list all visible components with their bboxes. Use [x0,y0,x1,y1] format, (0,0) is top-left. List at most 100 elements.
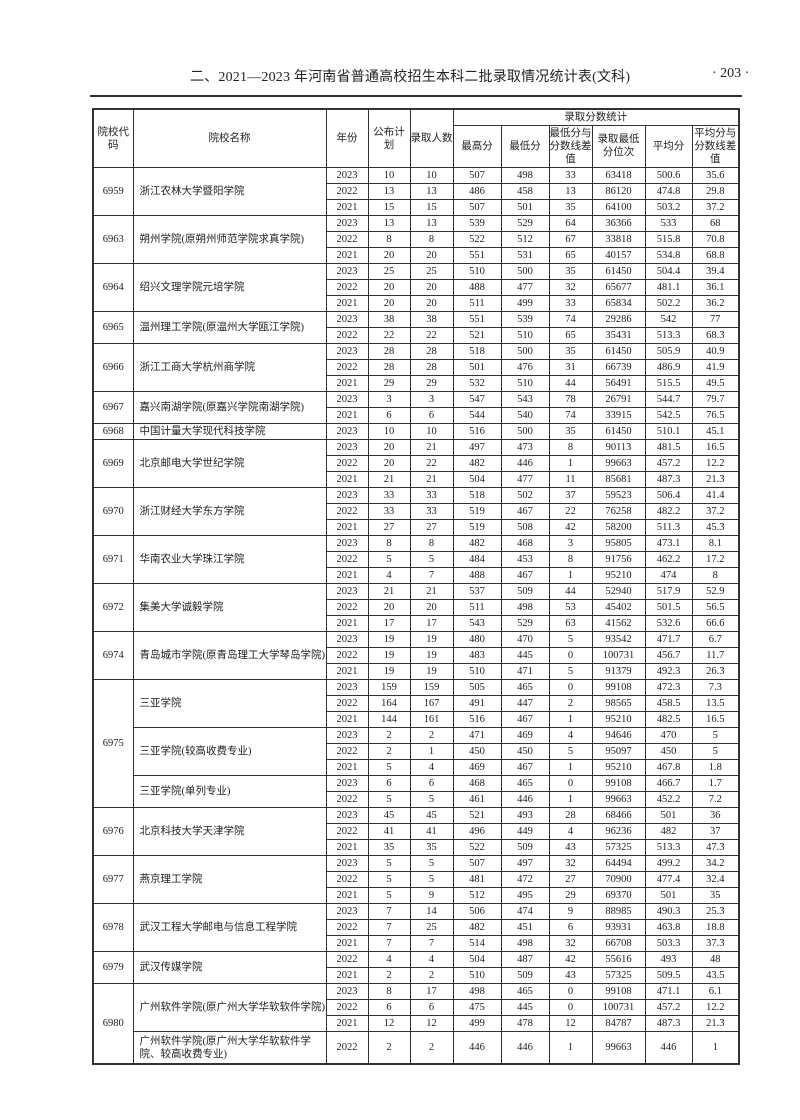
plan-cell: 5 [367,855,411,872]
max-score-cell: 519 [452,519,502,536]
min-score-cell: 498 [500,167,550,184]
admitted-cell: 12 [409,1015,454,1032]
plan-cell: 8 [367,231,411,248]
min-diff-cell: 63 [548,615,593,632]
min-rank-cell: 29286 [591,311,646,328]
max-score-cell: 510 [452,263,502,280]
school-code: 6965 [92,311,134,344]
school-name: 浙江财经大学东方学院 [132,487,327,536]
school-name: 三亚学院(较高收费专业) [132,727,327,776]
school-name: 青岛城市学院(原青岛理工大学琴岛学院) [132,631,327,680]
avg-score-cell: 472.3 [644,679,693,696]
avg-diff-cell: 12.2 [691,455,740,472]
school-name: 北京科技大学天津学院 [132,807,327,856]
table-row: 6979 武汉传媒学院 2022 4 4 504 487 42 55616 493 48 [92,951,740,984]
year-cell: 2022 [325,231,369,248]
plan-cell: 45 [367,807,411,824]
school-name: 武汉工程大学邮电与信息工程学院 [132,903,327,952]
year-cell: 2022 [325,1031,369,1065]
max-score-cell: 516 [452,711,502,728]
min-score-cell: 465 [500,679,550,696]
avg-diff-cell: 16.5 [691,711,740,728]
min-score-cell: 510 [500,327,550,344]
page-title: 二、2021—2023 年河南省普通高校招生本科二批录取情况统计表(文科) [190,70,631,85]
min-score-cell: 445 [500,999,550,1016]
avg-diff-cell: 43.5 [691,967,740,984]
min-diff-cell: 43 [548,967,593,984]
max-score-cell: 496 [452,823,502,840]
avg-diff-cell: 6.1 [691,983,740,1000]
school-code: 6978 [92,903,134,952]
avg-score-cell: 501.5 [644,599,693,616]
plan-cell: 6 [367,407,411,424]
table-row: 2021 144 161 516 467 1 95210 482.5 16.5 [93,711,740,728]
min-score-cell: 498 [500,599,550,616]
school-name: 广州软件学院(原广州大学华软软件学院) [132,983,327,1032]
admitted-cell: 6 [409,999,454,1016]
year-cell: 2022 [325,823,369,840]
min-diff-cell: 35 [548,423,593,440]
min-rank-cell: 90113 [591,439,646,456]
year-cell: 2023 [325,983,369,1000]
header-avg-diff: 平均分与分数线差值 [691,124,740,169]
avg-score-cell: 500.6 [644,167,693,184]
year-cell: 2023 [325,855,369,872]
plan-cell: 33 [367,503,411,520]
year-cell: 2022 [325,999,369,1016]
min-diff-cell: 5 [548,631,593,648]
year-cell: 2021 [325,407,369,424]
max-score-cell: 537 [452,583,502,600]
min-diff-cell: 1 [548,1031,593,1065]
header-avg: 平均分 [644,124,693,169]
avg-diff-cell: 36 [691,807,740,824]
admitted-cell: 3 [409,391,454,408]
admitted-cell: 167 [409,695,454,712]
avg-diff-cell: 49.5 [691,375,740,392]
year-cell: 2023 [325,679,369,696]
min-rank-cell: 98565 [591,695,646,712]
admitted-cell: 5 [409,871,454,888]
year-cell: 2022 [325,359,369,376]
year-cell: 2023 [325,727,369,744]
table-body: 6959 浙江农林大学暨阳学院 2023 10 10 507 498 33 63418 500.6… [92,167,740,1065]
year-cell: 2023 [325,343,369,360]
avg-diff-cell: 68.8 [691,247,740,264]
min-rank-cell: 41562 [591,615,646,632]
school-code: 6972 [92,583,134,632]
plan-cell: 144 [367,711,411,728]
min-score-cell: 467 [500,711,550,728]
table-row: 2021 35 35 522 509 43 57325 513.3 47.3 [93,839,740,856]
plan-cell: 10 [367,423,411,440]
admitted-cell: 33 [409,503,454,520]
year-cell: 2021 [325,295,369,312]
avg-diff-cell: 34.2 [691,855,740,872]
avg-diff-cell: 1.7 [691,775,740,792]
avg-score-cell: 471.7 [644,631,693,648]
avg-diff-cell: 21.3 [691,471,740,488]
avg-diff-cell: 41.4 [691,487,740,504]
min-score-cell: 445 [500,647,550,664]
min-rank-cell: 36366 [591,215,646,232]
avg-diff-cell: 11.7 [691,647,740,664]
school-name: 北京邮电大学世纪学院 [132,439,327,488]
year-cell: 2021 [325,567,369,584]
avg-score-cell: 517.9 [644,583,693,600]
min-diff-cell: 65 [548,247,593,264]
min-rank-cell: 57325 [591,839,646,856]
table-row: 2022 2 1 450 450 5 95097 450 5 [93,743,740,760]
min-rank-cell: 99108 [591,983,646,1000]
avg-diff-cell: 7.3 [691,679,740,696]
min-score-cell: 495 [500,887,550,904]
year-cell: 2022 [325,951,369,968]
min-rank-cell: 35431 [591,327,646,344]
plan-cell: 20 [367,599,411,616]
table-row: 2022 20 22 482 446 1 99663 457.2 12.2 [93,455,740,472]
min-diff-cell: 6 [548,919,593,936]
avg-score-cell: 474.8 [644,183,693,200]
min-rank-cell: 61450 [591,343,646,360]
school-code: 6967 [92,391,134,424]
min-rank-cell: 40157 [591,247,646,264]
min-rank-cell: 66708 [591,935,646,952]
avg-score-cell: 482.2 [644,503,693,520]
max-score-cell: 507 [452,167,502,184]
